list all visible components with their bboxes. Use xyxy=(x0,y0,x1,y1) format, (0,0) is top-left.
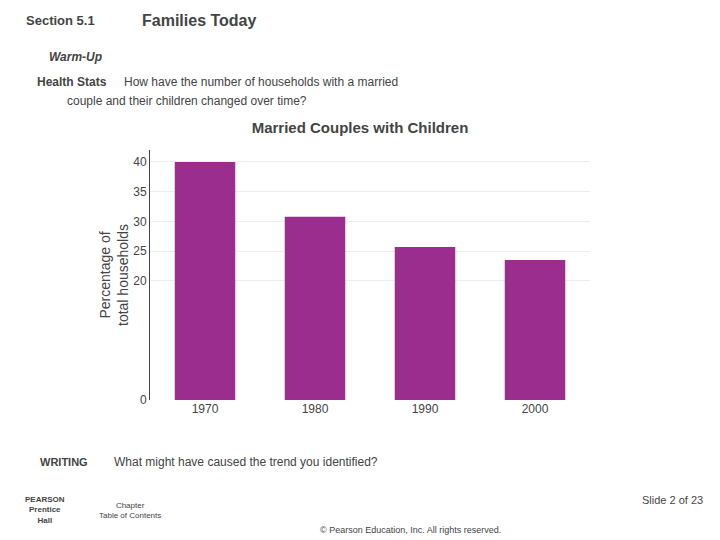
svg-text:30: 30 xyxy=(133,215,147,229)
svg-text:PEARSONPrenticeHall: PEARSONPrenticeHall xyxy=(25,495,65,525)
svg-text:Slide 2 of 23: Slide 2 of 23 xyxy=(642,494,703,506)
svg-text:Section 5.1: Section 5.1 xyxy=(26,13,95,28)
svg-text:Families Today: Families Today xyxy=(142,12,257,29)
svg-text:2000: 2000 xyxy=(522,402,549,416)
svg-text:Percentage oftotal households: Percentage oftotal households xyxy=(97,224,131,326)
svg-text:1990: 1990 xyxy=(412,402,439,416)
svg-text:Health Stats: Health Stats xyxy=(37,75,107,89)
svg-text:1970: 1970 xyxy=(192,402,219,416)
svg-text:© Pearson Education, Inc. All: © Pearson Education, Inc. All rights res… xyxy=(320,525,501,535)
svg-text:Married Couples with Children: Married Couples with Children xyxy=(252,119,469,136)
svg-text:0: 0 xyxy=(140,393,147,407)
svg-text:What might have caused the tre: What might have caused the trend you ide… xyxy=(114,455,378,469)
svg-text:20: 20 xyxy=(133,274,147,288)
svg-text:1980: 1980 xyxy=(302,402,329,416)
svg-text:25: 25 xyxy=(133,244,147,258)
svg-text:ChapterTable of Contents: ChapterTable of Contents xyxy=(99,501,161,520)
svg-text:couple and their children chan: couple and their children changed over t… xyxy=(67,94,307,108)
svg-text:35: 35 xyxy=(133,185,147,199)
svg-text:40: 40 xyxy=(133,155,147,169)
svg-text:How have the number of househo: How have the number of households with a… xyxy=(124,75,398,89)
svg-text:Warm-Up: Warm-Up xyxy=(49,50,102,64)
svg-text:WRITING: WRITING xyxy=(40,456,88,468)
